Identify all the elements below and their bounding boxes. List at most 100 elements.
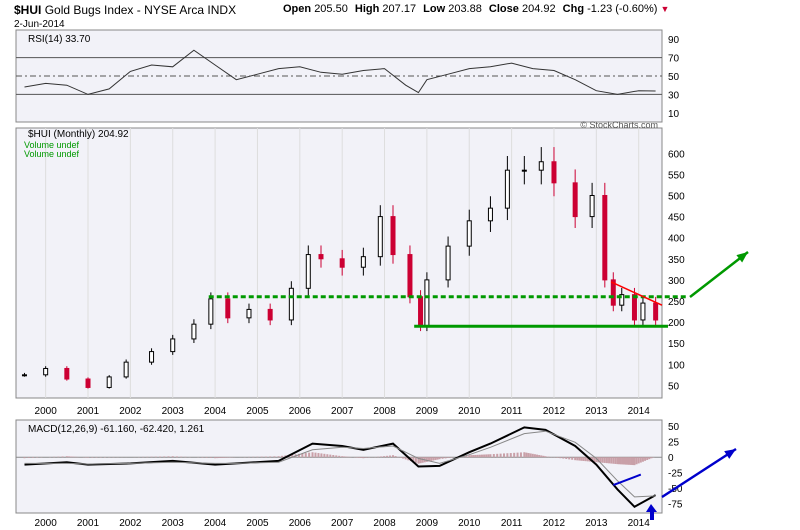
macd-histogram-bar (180, 456, 183, 458)
macd-histogram-bar (214, 457, 217, 459)
macd-histogram-bar (365, 457, 368, 458)
x-tick-label: 2002 (119, 406, 142, 417)
macd-histogram-bar (407, 457, 410, 461)
macd-tick-label: -75 (668, 500, 683, 511)
macd-histogram-bar (480, 454, 483, 458)
price-bar-body (85, 378, 91, 388)
macd-histogram-bar (277, 456, 280, 458)
macd-histogram-bar (496, 453, 499, 458)
macd-histogram-bar (506, 453, 509, 458)
macd-histogram-bar (436, 457, 439, 460)
macd-histogram-bar (167, 456, 170, 458)
macd-histogram-bar (516, 452, 519, 458)
open-label: Open (283, 3, 312, 15)
x-tick-label: 2008 (373, 518, 396, 529)
price-bar-body (538, 161, 544, 171)
macd-histogram-bar (502, 453, 505, 458)
price-bar-body (521, 169, 527, 172)
price-tick-label: 200 (668, 318, 685, 329)
macd-histogram-bar (314, 452, 317, 458)
x-tick-label: 2012 (543, 406, 566, 417)
macd-histogram-bar (432, 457, 435, 461)
x-tick-label: 2011 (501, 518, 523, 529)
macd-histogram-bar (499, 453, 502, 458)
x-tick-label: 2004 (204, 518, 227, 529)
x-tick-label: 2012 (543, 518, 566, 529)
macd-histogram-bar (358, 457, 361, 458)
macd-histogram-bar (641, 457, 644, 462)
macd-histogram-bar (269, 456, 272, 458)
x-tick-label: 2009 (416, 406, 439, 417)
x-tick-label: 2014 (628, 406, 651, 417)
macd-histogram-bar (389, 455, 392, 458)
macd-histogram-bar (430, 457, 433, 461)
macd-histogram-bar (562, 457, 565, 459)
rsi-label: RSI(14) 33.70 (28, 34, 91, 45)
macd-histogram-bar (582, 457, 585, 461)
price-bar-body (653, 302, 659, 321)
macd-histogram-bar (612, 457, 615, 464)
index-name: Gold Bugs Index - NYSE Arca INDX (44, 3, 237, 17)
macd-histogram-bar (338, 455, 341, 458)
x-tick-label: 2007 (331, 518, 354, 529)
macd-histogram-bar (163, 456, 166, 458)
macd-histogram-bar (428, 457, 431, 462)
price-bar-body (305, 254, 311, 289)
macd-histogram-bar (345, 456, 348, 458)
price-label: $HUI (Monthly) 204.92 (28, 129, 129, 140)
x-tick-label: 2000 (35, 518, 58, 529)
price-bar-body (288, 287, 294, 321)
macd-histogram-bar (584, 457, 587, 462)
price-bar-body (149, 351, 155, 363)
price-tick-label: 50 (668, 381, 680, 392)
macd-histogram-bar (394, 456, 397, 458)
price-bar-body (246, 308, 252, 319)
macd-histogram-bar (648, 457, 651, 460)
macd-histogram-bar (483, 454, 486, 458)
macd-histogram-bar (209, 457, 212, 458)
close-value: 204.92 (521, 3, 556, 15)
macd-histogram-bar (171, 456, 174, 458)
macd-histogram-bar (474, 454, 477, 458)
macd-histogram-bar (434, 457, 437, 461)
price-bar-body (43, 367, 49, 376)
macd-histogram-bar (31, 457, 34, 458)
macd-histogram-bar (631, 457, 634, 466)
up-arrow-icon (646, 504, 657, 520)
macd-histogram-bar (301, 453, 304, 458)
macd-histogram-bar (621, 457, 624, 465)
macd-tick-label: 25 (668, 438, 680, 449)
macd-histogram-bar (311, 452, 314, 458)
macd-histogram-bar (264, 456, 267, 458)
price-bar-body (619, 294, 625, 306)
macd-histogram-bar (593, 457, 596, 462)
macd-histogram-bar (626, 457, 629, 465)
x-tick-label: 2006 (289, 406, 312, 417)
x-tick-label: 2007 (331, 406, 354, 417)
price-bar-body (318, 254, 324, 260)
volume-label: Volume undef (24, 149, 80, 159)
macd-histogram-bar (159, 456, 162, 458)
macd-tick-label: 50 (668, 422, 680, 433)
macd-histogram-bar (485, 454, 488, 458)
macd-histogram-bar (576, 457, 579, 461)
macd-histogram-bar (404, 457, 407, 460)
price-tick-label: 400 (668, 234, 685, 245)
macd-histogram-bar (281, 455, 284, 458)
macd-tick-label: 0 (668, 453, 674, 464)
macd-histogram-bar (628, 457, 631, 465)
macd-line (24, 426, 657, 509)
macd-histogram-bar (578, 457, 581, 461)
macd-histogram-bar (571, 457, 574, 460)
ohlc-readout: Open 205.50 High 207.17 Low 203.88 Close… (283, 3, 669, 15)
panel-price (15, 127, 663, 399)
macd-histogram-bar (603, 457, 606, 463)
x-tick-label: 2003 (162, 406, 185, 417)
resistance-trendline (610, 281, 663, 306)
macd-histogram-bar (67, 456, 70, 458)
macd-histogram-bar (70, 456, 73, 458)
chart-date: 2-Jun-2014 (14, 19, 65, 30)
x-tick-label: 2009 (416, 518, 439, 529)
price-bar-body (602, 195, 608, 281)
